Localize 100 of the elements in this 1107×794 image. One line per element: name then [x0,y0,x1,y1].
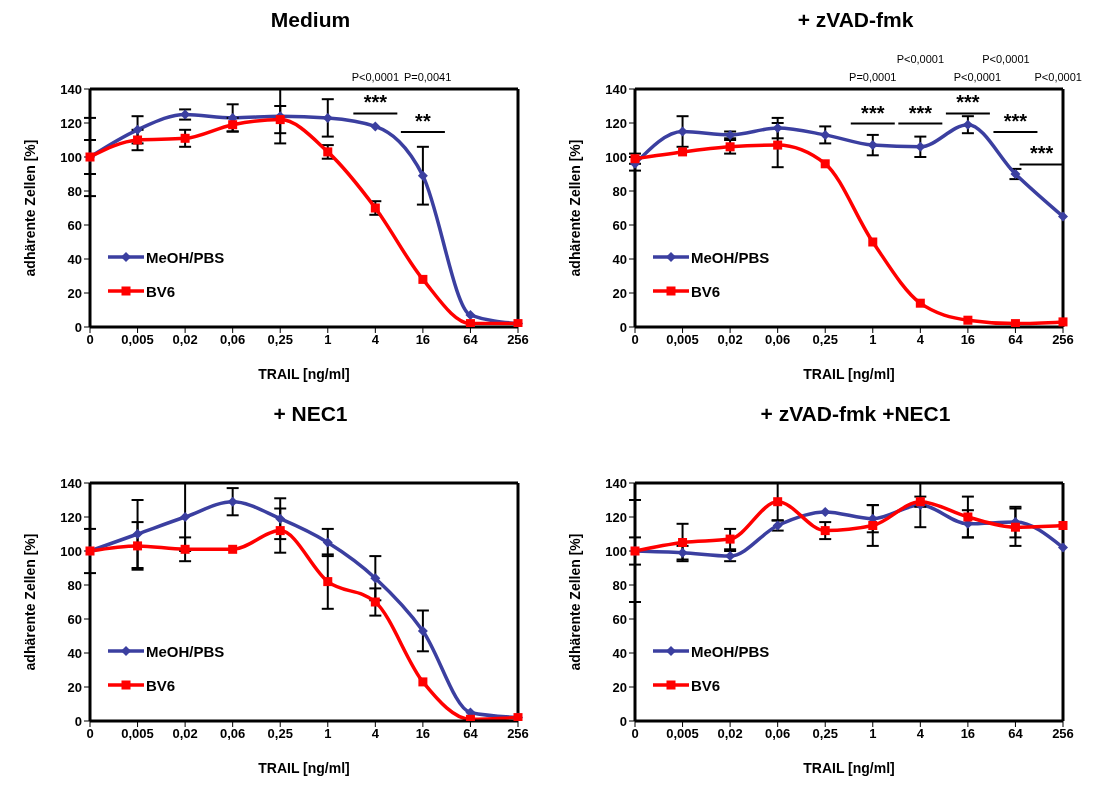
text: P<0,0001 [953,71,1002,83]
x-tick-label: 0 [631,726,639,742]
point [868,521,878,530]
x-tick-label: 16 [415,332,431,348]
text: P<0,0001 [1034,71,1082,83]
point [820,159,830,169]
point [180,544,190,554]
x-tick-label: 0,005 [666,726,699,742]
y-tick-label: 60 [612,611,627,627]
x-tick-label: 0,06 [220,726,246,742]
x-tick-label: 4 [371,332,380,348]
point [465,319,475,327]
x-tick-label: 0,005 [121,726,154,742]
point [132,529,143,539]
y-axis-title: adhärente Zellen [%] [21,533,38,671]
text: P<0,0001 [351,71,400,83]
y-tick-label: 0 [619,713,627,729]
point [133,541,143,551]
x-tick-label: 1 [324,332,332,348]
x-tick-label: 16 [415,726,431,742]
y-tick-label: 60 [612,217,627,233]
x-tick-label: 16 [960,726,976,742]
point [228,120,238,130]
point [465,310,476,321]
y-tick-label: 100 [605,149,627,165]
legend-label: MeOH/PBS [146,248,225,266]
point [418,677,428,687]
point [418,274,428,284]
annotation: *** [956,91,980,114]
point [417,170,428,181]
point [725,534,735,544]
point [275,115,285,125]
point [132,124,143,135]
point [772,123,783,134]
point [868,237,878,247]
x-tick-label: 4 [916,332,925,348]
point [323,577,333,587]
point [370,573,381,584]
x-tick-label: 256 [1052,726,1074,742]
point [180,512,191,522]
legend-label: MeOH/PBS [691,248,770,266]
x-tick-label: 0,06 [765,726,791,742]
point [962,119,973,130]
y-tick-label: 120 [60,509,82,525]
y-tick-label: 20 [612,285,627,301]
point [1058,211,1068,222]
annotation: ** [415,110,431,133]
annotation: *** [908,101,933,124]
point [180,133,190,143]
y-tick-label: 20 [612,679,627,695]
x-tick-label: 0,06 [220,332,246,348]
x-tick-label: 256 [507,726,529,742]
y-axis-title: adhärente Zellen [%] [566,533,583,671]
x-tick-label: 4 [371,726,380,742]
annotation: *** [861,101,885,124]
point [465,714,475,721]
y-tick-label: 0 [74,713,82,729]
legend-label: BV6 [146,282,176,300]
x-tick-label: 16 [960,332,976,348]
point [227,496,238,507]
chart-title: Medium [269,8,352,33]
point [915,298,925,308]
y-tick-label: 80 [67,183,82,199]
point [1058,317,1068,327]
x-tick-label: 1 [869,726,877,742]
y-tick-label: 120 [60,115,82,131]
point [678,538,688,547]
x-tick-label: 0,25 [812,332,838,348]
y-tick-label: 140 [605,475,627,491]
y-tick-label: 100 [605,543,627,559]
point [322,537,333,548]
y-tick-label: 140 [605,81,627,97]
x-tick-label: 0,06 [765,332,791,348]
legend-label: MeOH/PBS [691,642,770,660]
x-axis-title: TRAIL [ng/ml] [258,366,350,382]
text: P<0,0001 [896,53,945,65]
y-tick-label: 120 [605,509,627,525]
x-tick-label: 64 [1008,332,1024,348]
text: P<0,0001 [982,53,1030,65]
y-axis-title: adhärente Zellen [%] [21,139,38,277]
point [678,147,688,157]
y-tick-label: 0 [619,319,627,335]
point [1058,542,1068,553]
point [820,129,831,140]
y-tick-label: 100 [60,543,82,559]
text: P=0,0041 [403,71,452,83]
point [773,497,783,507]
legend-label: BV6 [146,676,176,694]
text: P=0,0001 [849,71,897,83]
x-axis-title: TRAIL [ng/ml] [258,760,350,776]
point [275,513,286,524]
y-tick-label: 80 [612,183,627,199]
legend-label: BV6 [691,282,721,300]
legend-label: MeOH/PBS [146,642,225,660]
y-tick-label: 0 [74,319,82,335]
x-tick-label: 0,02 [717,332,743,348]
point [370,121,381,132]
x-tick-label: 64 [1008,726,1024,742]
point [417,625,428,636]
y-tick-label: 20 [67,285,82,301]
